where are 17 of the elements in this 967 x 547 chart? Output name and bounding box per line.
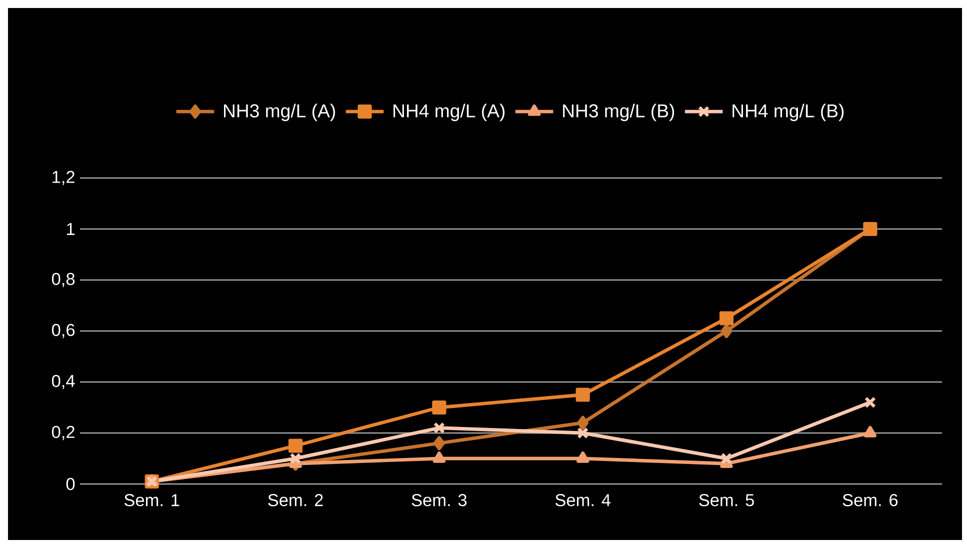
legend-label: NH3 mg/L (A)	[224, 104, 335, 122]
x-tick-label: Sem. 5	[699, 494, 754, 506]
y-tick-label: 0,6	[52, 324, 75, 338]
y-tick-label: 0	[66, 478, 75, 490]
y-tick-label: 1	[67, 223, 74, 235]
y-tick-label: 0,4	[52, 374, 75, 390]
x-tick-label: Sem. 6	[842, 494, 898, 506]
y-tick-label: 1,2	[52, 170, 74, 186]
x-tick-label: Sem. 1	[124, 494, 180, 506]
y-tick-label: 0,2	[52, 426, 74, 440]
x-tick-label: Sem. 4	[555, 494, 610, 506]
legend-label: NH3 mg/L (B)	[563, 104, 674, 122]
legend-label: NH4 mg/L (A)	[394, 104, 505, 122]
x-tick-label: Sem. 2	[268, 494, 323, 506]
legend-label: NH4 mg/L (B)	[732, 104, 844, 122]
x-tick-label: Sem. 3	[412, 494, 467, 506]
y-tick-label: 0,8	[52, 272, 75, 288]
